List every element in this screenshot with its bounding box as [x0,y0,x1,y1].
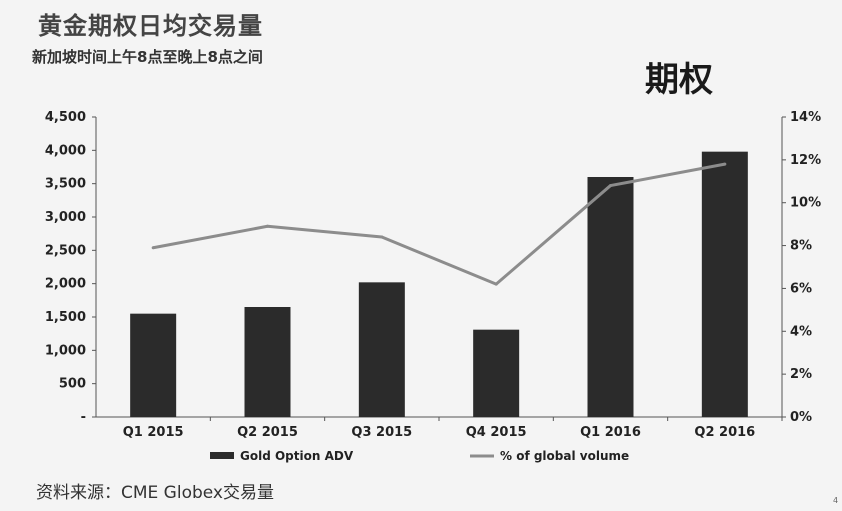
y-right-tick-label: 0% [790,410,812,425]
bar [358,282,405,417]
series-line [152,162,726,286]
y-right-tick-label: 2% [790,367,812,382]
x-tick-label: Q4 2015 [466,425,527,440]
y-left-tick-label: 4,500 [45,110,86,125]
bars [130,151,748,417]
tick-labels: - 500 1,000 1,500 2,000 2,500 3,000 3,500 4,000 4… [45,110,821,440]
y-left-tick-label: 3,000 [45,210,86,225]
y-left-tick-label: 1,500 [45,310,86,325]
x-tick-label: Q1 2015 [123,425,184,440]
bar [130,313,177,417]
bar [701,151,748,417]
line-series [151,162,727,286]
legend-label-bar: Gold Option ADV [240,449,354,463]
y-left-tick-label: 2,500 [45,243,86,258]
line-point [266,224,269,228]
y-right-tick-label: 14% [790,110,821,125]
chart-subtitle: 新加坡时间上午8点至晚上8点之间 [32,48,263,66]
x-tick-label: Q2 2015 [237,425,298,440]
y-right-tick-label: 8% [790,239,812,254]
x-tick-label: Q1 2016 [580,425,641,440]
legend: Gold Option ADV % of global volume [210,449,629,463]
y-left-tick-label: 2,000 [45,277,86,292]
x-tick-label: Q3 2015 [351,425,412,440]
y-right-tick-label: 6% [790,281,812,296]
chart-title: 黄金期权日均交易量 [38,12,263,40]
section-tag: 期权 [645,60,713,100]
line-point [609,184,612,188]
legend-label-line: % of global volume [500,449,629,463]
line-point [151,246,155,250]
y-left-tick-label: 500 [59,377,86,392]
line-point [380,235,384,239]
source-note: 资料来源：CME Globex交易量 [36,483,274,503]
y-left-tick-label: - [81,410,86,425]
y-right-tick-label: 4% [790,324,812,339]
y-right-tick-label: 12% [790,153,821,168]
bar [244,307,291,417]
axes [92,116,786,421]
line-point [494,282,498,286]
y-left-tick-label: 4,000 [45,143,86,158]
legend-swatch-bar [210,452,234,459]
bar [587,177,634,417]
bar [473,329,520,417]
corner-mark: 4 [833,496,839,505]
y-left-tick-label: 3,500 [45,177,86,192]
y-left-tick-label: 1,000 [45,343,86,358]
y-right-tick-label: 10% [790,196,821,211]
x-tick-label: Q2 2016 [694,425,755,440]
line-point [723,162,727,166]
